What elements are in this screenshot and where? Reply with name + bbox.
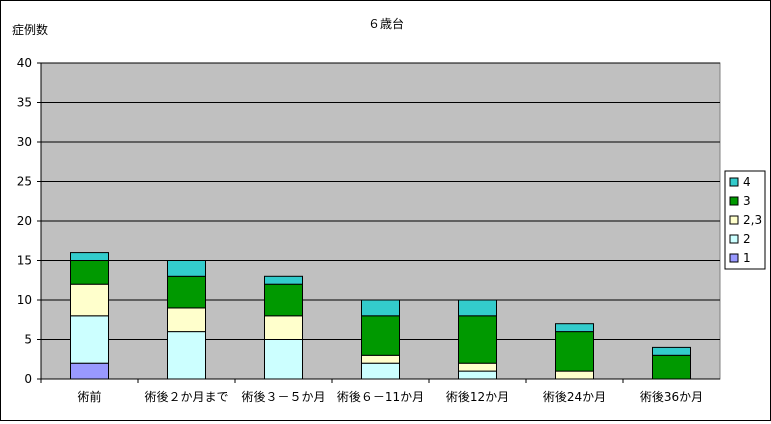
bar-segment-2-4 [458,370,497,380]
y-tick-label: 20 [17,214,32,228]
chart-title: ６歳台 [368,16,404,31]
y-tick-label: 0 [24,372,32,386]
y-tick-label: 25 [17,175,32,189]
legend-label: 4 [743,175,751,189]
x-tick-label: 術後２か月まで [144,390,228,404]
x-tick-label: 術前 [77,389,101,404]
bar-segment-2-3 [361,362,400,380]
bar-segment-3-4 [458,315,497,364]
x-ticks: 術前 術後２か月まで 術後３－５か月 術後６－11か月 術後12か月 術後24か月 術後36… [40,379,703,404]
bar-segment-3-5 [555,331,594,372]
bar-segment-3-6 [652,354,691,380]
legend-label: 2 [743,232,751,246]
legend-swatch [729,253,739,263]
legend-swatch [729,177,739,187]
y-tick-label: 15 [17,254,32,268]
bar-segment-2-3-0 [70,283,109,317]
bar-segment-4-0 [70,252,109,262]
bar-segment-4-1 [167,260,206,277]
bar-segment-4-2 [264,275,303,285]
bar-segment-2-3-3 [361,354,400,364]
bar-segment-3-3 [361,315,400,356]
bar-segment-2-1 [167,331,206,380]
legend: 4 3 2,3 2 1 [724,170,766,270]
y-tick-label: 10 [17,293,32,307]
legend-swatch [729,196,739,206]
bar-segment-4-4 [458,299,497,317]
bar-segment-3-2 [264,283,303,317]
y-tick-label: 5 [24,333,32,347]
x-tick-label: 術後３－５か月 [241,390,325,404]
gridlines [41,62,720,340]
y-tick-label: 30 [17,135,32,149]
bar-segment-1-0 [70,362,109,380]
y-tick-label: 35 [17,96,32,110]
y-tick-label: 40 [17,56,32,70]
legend-label: 2,3 [743,213,762,227]
legend-swatch [729,215,739,225]
bar-segment-3-0 [70,260,109,285]
bar-segment-2-2 [264,339,303,380]
bar-segment-2-3-2 [264,315,303,340]
x-tick-label: 術後６－11か月 [337,390,424,404]
bars [70,252,691,380]
bar-segment-4-5 [555,323,594,333]
legend-swatch [729,234,739,244]
bar-segment-4-3 [361,299,400,317]
legend-label: 1 [743,251,751,265]
bar-segment-2-3-5 [555,370,594,380]
bar-segment-4-6 [652,346,691,356]
x-tick-label: 術後36か月 [640,390,703,404]
legend-label: 3 [743,194,751,208]
bar-segment-3-1 [167,275,206,309]
y-ticks: 0 5 10 15 20 25 30 35 40 [17,56,720,386]
x-tick-label: 術後24か月 [543,390,606,404]
bar-segment-2-3-4 [458,362,497,372]
y-axis-label: 症例数 [12,22,48,37]
x-tick-label: 術後12か月 [446,390,509,404]
bar-segment-2-3-1 [167,307,206,333]
bar-segment-2-0 [70,315,109,364]
